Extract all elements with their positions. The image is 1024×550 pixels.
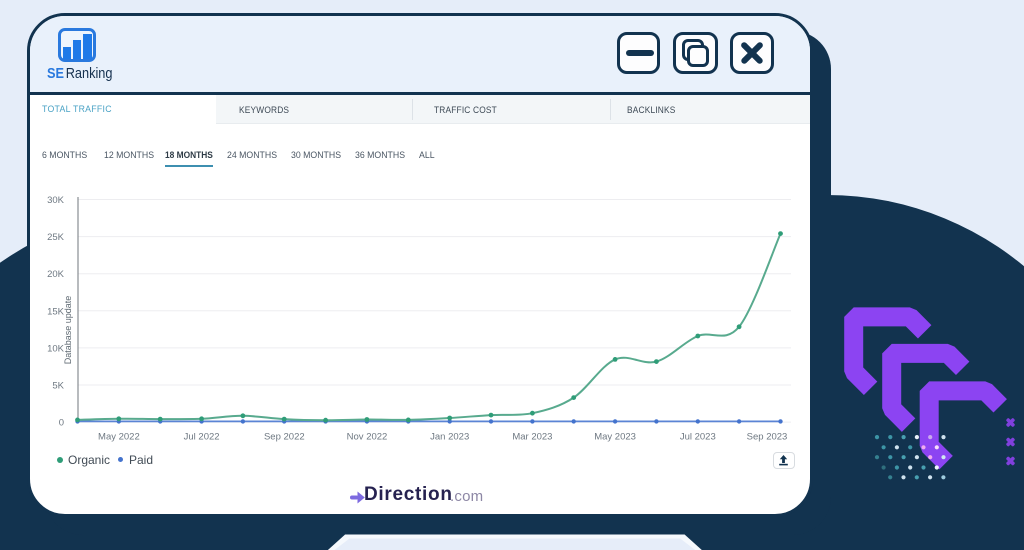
svg-text:Sep 2023: Sep 2023 — [747, 432, 788, 443]
svg-text:May 2022: May 2022 — [98, 432, 140, 443]
svg-text:Database update: Database update — [63, 296, 73, 365]
svg-text:15K: 15K — [47, 306, 65, 317]
svg-text:25K: 25K — [47, 232, 65, 243]
svg-text:Mar 2023: Mar 2023 — [512, 432, 552, 443]
svg-text:Sep 2022: Sep 2022 — [264, 432, 305, 443]
svg-text:Nov 2022: Nov 2022 — [347, 432, 388, 443]
svg-text:20K: 20K — [47, 269, 65, 280]
svg-text:30K: 30K — [47, 195, 65, 206]
svg-text:Jan 2023: Jan 2023 — [430, 432, 469, 443]
svg-text:Jul 2022: Jul 2022 — [184, 432, 220, 443]
svg-text:10K: 10K — [47, 343, 65, 354]
svg-text:May 2023: May 2023 — [594, 432, 636, 443]
svg-text:5K: 5K — [52, 381, 64, 392]
svg-text:0: 0 — [59, 418, 64, 429]
svg-text:Jul 2023: Jul 2023 — [680, 432, 716, 443]
